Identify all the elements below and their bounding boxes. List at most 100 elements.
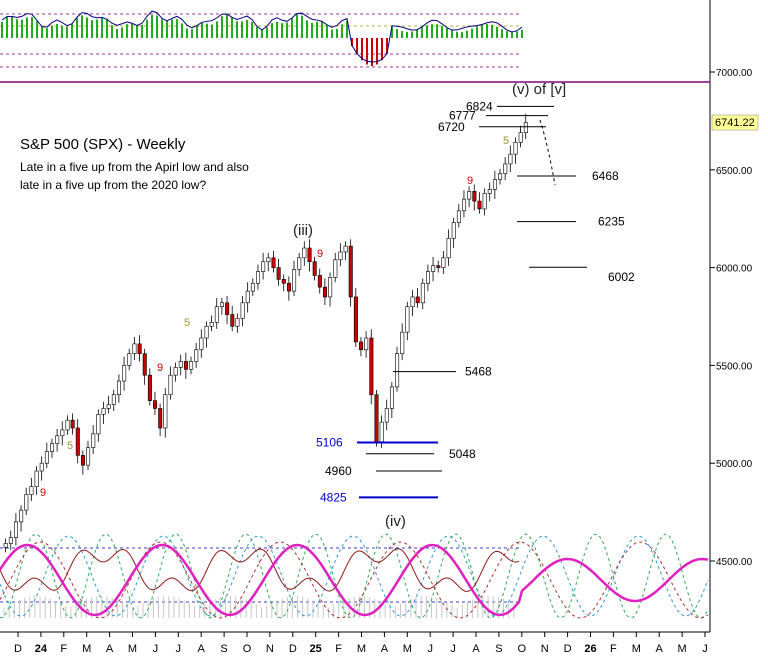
candle bbox=[122, 365, 127, 382]
candle bbox=[271, 257, 276, 268]
candle bbox=[297, 257, 302, 270]
candle bbox=[281, 279, 286, 284]
candle bbox=[75, 427, 80, 456]
candle bbox=[209, 322, 214, 327]
candle bbox=[183, 361, 188, 370]
x-axis: D 24 F M A M J J A S O N D 25 F M A M J J A S O N D 26 F M A M J bbox=[14, 632, 708, 655]
x-tick-label: J bbox=[702, 643, 708, 655]
count-label: 5 bbox=[184, 317, 190, 329]
candle bbox=[436, 265, 441, 268]
x-tick-label: S bbox=[220, 643, 227, 655]
candle bbox=[158, 408, 163, 429]
count-label: 5 bbox=[503, 135, 509, 147]
x-tick-label: 24 bbox=[35, 643, 48, 655]
subtitle-line-1: Late in a five up from the Apirl low and… bbox=[20, 160, 249, 174]
level-label: 6720 bbox=[438, 120, 465, 134]
candle bbox=[240, 302, 245, 319]
candle bbox=[86, 447, 91, 466]
x-tick-label: 26 bbox=[584, 643, 596, 655]
wave-label-v: (v) of [v] bbox=[512, 81, 566, 98]
level-label: 5048 bbox=[449, 447, 476, 461]
candle bbox=[503, 163, 508, 175]
candle bbox=[106, 404, 111, 409]
x-tick-label: O bbox=[243, 643, 252, 655]
y-axis: 7000.00 6500.00 6000.00 5500.00 5000.00 4500.… bbox=[710, 68, 753, 568]
level-label: 5106 bbox=[316, 435, 343, 449]
main-cycle-line bbox=[0, 543, 709, 617]
candle bbox=[214, 306, 219, 323]
cycle-wave bbox=[0, 541, 709, 619]
candle bbox=[508, 153, 513, 165]
candle bbox=[410, 296, 415, 308]
x-tick-label: J bbox=[450, 643, 456, 655]
candle bbox=[498, 173, 503, 180]
candle bbox=[456, 210, 461, 223]
candle bbox=[173, 367, 178, 376]
candle bbox=[34, 470, 39, 487]
candle bbox=[302, 247, 307, 259]
x-tick-label: N bbox=[541, 643, 549, 655]
candle bbox=[245, 290, 250, 304]
candle bbox=[312, 261, 317, 276]
candle bbox=[256, 271, 261, 284]
candle bbox=[50, 443, 55, 452]
count-label: 5 bbox=[67, 440, 73, 452]
candle bbox=[400, 331, 405, 354]
y-tick-label: 6500.00 bbox=[716, 166, 753, 177]
level-label: 6002 bbox=[608, 270, 635, 284]
candle bbox=[317, 275, 322, 288]
candle bbox=[204, 325, 209, 339]
x-tick-label: F bbox=[60, 643, 67, 655]
candle bbox=[127, 353, 132, 366]
candle bbox=[420, 282, 425, 304]
candle bbox=[117, 380, 122, 396]
wave-label-iv: (iv) bbox=[385, 513, 406, 530]
projection-path bbox=[539, 119, 556, 186]
candle bbox=[14, 521, 19, 538]
last-price-box bbox=[711, 114, 759, 131]
level-label: 6777 bbox=[449, 109, 476, 123]
candle bbox=[364, 337, 369, 351]
x-tick-label: F bbox=[610, 643, 617, 655]
candle bbox=[266, 257, 271, 263]
x-tick-label: 25 bbox=[310, 643, 322, 655]
candle bbox=[286, 282, 291, 292]
x-tick-label: M bbox=[357, 643, 366, 655]
subtitle-line-2: late in a five up from the 2020 low? bbox=[20, 178, 206, 192]
x-tick-label: A bbox=[198, 643, 206, 655]
count-label: 9 bbox=[157, 362, 163, 374]
candle bbox=[348, 245, 353, 298]
candle bbox=[194, 349, 199, 362]
level-label: 6235 bbox=[598, 215, 625, 229]
x-tick-label: M bbox=[678, 643, 687, 655]
candle bbox=[137, 343, 142, 354]
candle bbox=[338, 251, 343, 261]
candle bbox=[230, 314, 235, 327]
x-tick-label: M bbox=[632, 643, 641, 655]
cycle-wave bbox=[0, 533, 709, 619]
x-tick-label: M bbox=[403, 643, 412, 655]
candle bbox=[29, 486, 34, 495]
x-tick-label: A bbox=[106, 643, 114, 655]
level-label: 6468 bbox=[592, 169, 619, 183]
candle bbox=[451, 222, 456, 239]
candle bbox=[70, 419, 75, 429]
y-tick-label: 5500.00 bbox=[716, 361, 753, 372]
cycle-oscillator-line bbox=[0, 548, 520, 592]
candle bbox=[189, 361, 194, 370]
y-tick-label: 7000.00 bbox=[716, 68, 753, 79]
candle bbox=[333, 259, 338, 278]
x-tick-label: N bbox=[266, 643, 274, 655]
candle bbox=[472, 191, 477, 202]
level-label: 5468 bbox=[465, 365, 492, 379]
candle bbox=[369, 337, 374, 396]
candle bbox=[389, 386, 394, 409]
candle bbox=[513, 142, 518, 155]
candle bbox=[250, 282, 255, 292]
candle bbox=[292, 269, 297, 292]
y-tick-label: 6000.00 bbox=[716, 264, 753, 275]
candle bbox=[374, 394, 379, 442]
candle bbox=[65, 419, 70, 431]
